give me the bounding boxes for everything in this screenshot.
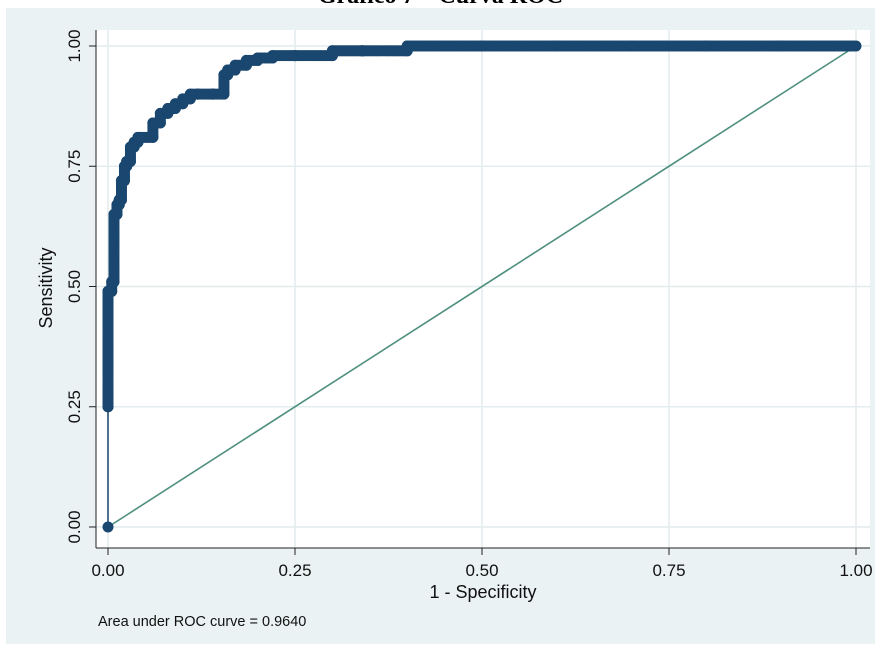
plot-background: [96, 30, 870, 548]
figure-title: Gráfico 7 – Curva ROC: [0, 0, 881, 10]
y-tick-label: 1.00: [65, 29, 84, 62]
reference-line: [107, 45, 857, 528]
roc-point: [102, 521, 114, 533]
series-layer: [102, 40, 862, 533]
roc-chart: 0.00 0.25 0.50 0.75 1.00 0.00 0.25 0.50 0.75 1.00…: [36, 29, 873, 630]
x-tick-label: 0.00: [91, 561, 124, 580]
y-tick-label: 0.50: [65, 270, 84, 303]
roc-markers: [102, 40, 862, 533]
x-tick-label: 1.00: [839, 561, 872, 580]
roc-point: [850, 40, 862, 52]
chart-region: 0.00 0.25 0.50 0.75 1.00 0.00 0.25 0.50 0.75 1.00…: [6, 8, 875, 644]
auc-annotation: Area under ROC curve = 0.9640: [98, 614, 306, 630]
y-tick-label: 0.25: [65, 390, 84, 423]
x-tick-label: 0.50: [465, 561, 498, 580]
x-tick-label: 0.75: [652, 561, 685, 580]
x-axis-label: 1 - Specificity: [429, 582, 536, 602]
y-tick-label: 0.00: [65, 510, 84, 543]
x-tick-label: 0.25: [278, 561, 311, 580]
axes-layer: 0.00 0.25 0.50 0.75 1.00 0.00 0.25 0.50 0.75 1.00: [65, 29, 873, 580]
y-tick-label: 0.75: [65, 150, 84, 183]
y-axis-label: Sensitivity: [36, 247, 56, 328]
